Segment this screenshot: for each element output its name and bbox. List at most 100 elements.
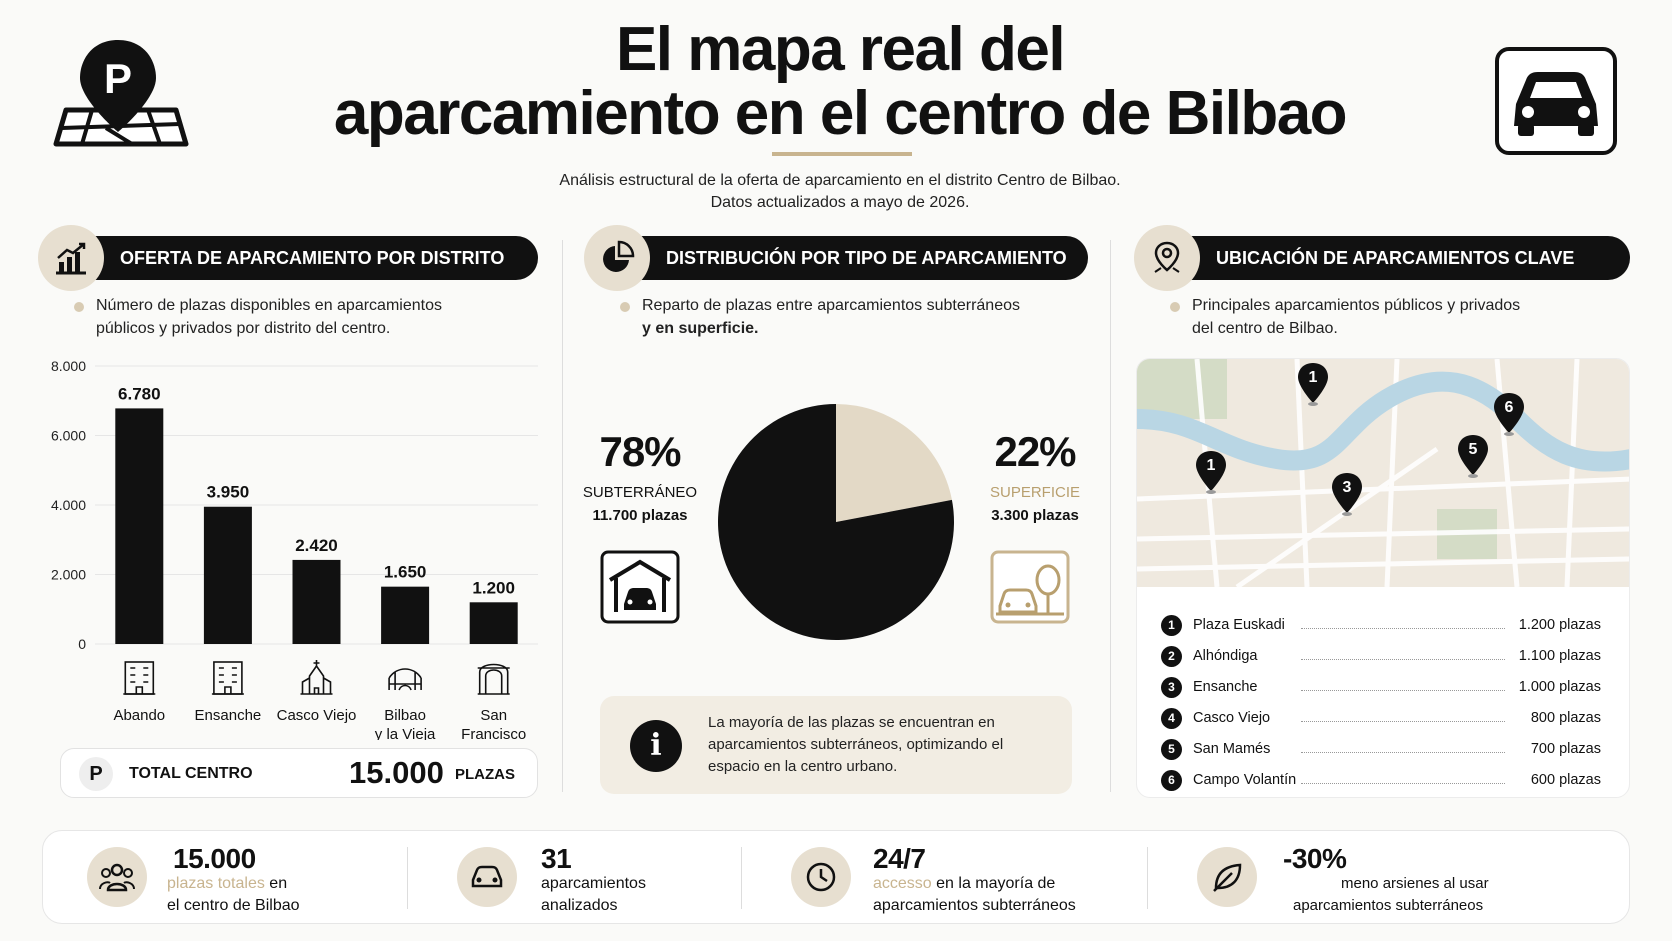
parking-name: San Mamés: [1193, 741, 1271, 757]
pie-slice-subterráneo: [718, 404, 954, 640]
dotted-leader: [1301, 721, 1505, 722]
parking-map-logo-icon: P: [52, 38, 190, 155]
building-windows: [123, 667, 156, 695]
pie-chart-icon: [584, 225, 650, 291]
dotted-leader: [1301, 783, 1505, 784]
parking-list-row[interactable]: 4 Casco Viejo 800 plazas: [1161, 706, 1601, 730]
info-line-1: La mayoría de las plazas se encuentran e…: [708, 714, 995, 731]
people-icon: [87, 847, 147, 907]
parking-name: Ensanche: [1193, 679, 1258, 695]
arch-icon: [477, 663, 510, 695]
map-pin-shadow: [1206, 490, 1216, 494]
subtitle-line-2: Datos actualizados a mayo de 2026.: [710, 194, 970, 211]
parking-number-badge: 3: [1161, 677, 1182, 698]
kpi-count-text-a: aparcamientos: [541, 875, 646, 892]
bar-value-label: 3.950: [207, 483, 250, 502]
surface-count: 3.300 plazas: [991, 507, 1079, 524]
bridge-icon: [388, 668, 422, 691]
y-tick-label: 4.000: [51, 497, 86, 513]
clock-icon: [791, 847, 851, 907]
info-icon: i: [630, 720, 682, 772]
underground-stat: 78% SUBTERRÁNEO 11.700 plazas: [580, 428, 700, 524]
parking-list-row[interactable]: 3 Ensanche 1.000 plazas: [1161, 675, 1601, 699]
kpi-divider-1: [407, 847, 408, 909]
kpi-emissions-text-b: aparcamientos subterráneos: [1293, 897, 1484, 914]
kpi-emissions-value: -30%: [1283, 843, 1347, 874]
title-line-2: aparcamiento en el centro de Bilbao: [333, 79, 1348, 148]
map-pin-icon: [1196, 451, 1226, 491]
location-description: Principales aparcamientos públicos y pri…: [1192, 294, 1520, 340]
pie-slice-superficie: [836, 404, 952, 522]
map-pin-shadow: [1308, 402, 1318, 406]
category-label: Ensanche: [195, 707, 262, 724]
kpi-count-text-b: analizados: [541, 897, 618, 914]
map-pin-shadow: [1504, 432, 1514, 436]
parking-name: Campo Volantín: [1193, 772, 1297, 788]
map-marker[interactable]: 1: [1298, 363, 1328, 406]
info-line-2: aparcamientos subterráneos, optimizando …: [708, 736, 1004, 753]
kpi-total-text: plazas totales en el centro de Bilbao: [167, 873, 300, 917]
type-desc-line-1: Reparto de plazas entre aparcamientos su…: [642, 297, 1020, 314]
total-value: 15.000: [349, 755, 444, 790]
map-marker[interactable]: 3: [1332, 473, 1362, 516]
parking-number-badge: 6: [1161, 770, 1182, 791]
info-box: i La mayoría de las plazas se encuentran…: [600, 696, 1072, 794]
map-marker[interactable]: 1: [1196, 451, 1226, 494]
location-section-title: UBICACIÓN DE APARCAMIENTOS CLAVE: [1216, 248, 1575, 268]
map-marker[interactable]: 6: [1494, 393, 1524, 436]
district-desc-bullet: [74, 302, 84, 312]
total-center-box: P TOTAL CENTRO 15.000 PLAZAS: [60, 748, 538, 798]
category-label: San: [480, 707, 507, 724]
parking-spaces: 600 plazas: [1530, 772, 1601, 788]
building-outline: [124, 661, 155, 695]
building-icon: [123, 661, 156, 695]
section-divider-1: [562, 240, 563, 792]
kpi-hours-value: 24/7: [873, 843, 926, 874]
map-marker-number: 1: [1309, 369, 1318, 386]
district-section-title: OFERTA DE APARCAMIENTO POR DISTRITO: [120, 248, 505, 268]
map-pin-icon: [1494, 393, 1524, 433]
type-section-header: DISTRIBUCIÓN POR TIPO DE APARCAMIENTO: [586, 236, 1088, 280]
kpi-count-text: aparcamientos analizados: [541, 873, 646, 917]
surface-parking-icon: [990, 550, 1070, 629]
dotted-leader: [1301, 752, 1505, 753]
title-line-1: El mapa real del: [615, 15, 1066, 84]
bar-value-label: 6.780: [118, 384, 161, 403]
parking-spaces: 800 plazas: [1530, 710, 1601, 726]
category-label: y la Vieja: [375, 726, 436, 740]
subtitle-line-1: Análisis estructural de la oferta de apa…: [559, 172, 1121, 189]
parking-name: Alhóndiga: [1193, 648, 1258, 664]
bar: [469, 602, 518, 644]
type-section-title: DISTRIBUCIÓN POR TIPO DE APARCAMIENTO: [666, 248, 1067, 268]
type-description: Reparto de plazas entre aparcamientos su…: [642, 294, 1020, 340]
parking-list-row[interactable]: 6 Campo Volantín 600 plazas: [1161, 768, 1601, 792]
map-marker[interactable]: 5: [1458, 435, 1488, 478]
parking-spaces: 700 plazas: [1530, 741, 1601, 757]
kpi-divider-2: [741, 847, 742, 909]
page-title: El mapa real del aparcamiento en el cent…: [300, 18, 1380, 146]
location-desc-bullet: [1170, 302, 1180, 312]
parking-list-row[interactable]: 5 San Mamés 700 plazas: [1161, 737, 1601, 761]
category-label: Bilbao: [384, 707, 426, 724]
location-pin-icon: [1134, 225, 1200, 291]
kpi-total-text-a: en: [264, 875, 288, 892]
location-desc-line-2: del centro de Bilbao.: [1192, 320, 1338, 337]
total-unit: PLAZAS: [455, 766, 515, 783]
parking-list-row[interactable]: 2 Alhóndiga 1.100 plazas: [1161, 644, 1601, 668]
title-underline: [772, 152, 912, 156]
underground-percent: 78%: [599, 428, 681, 475]
parking-number-badge: 4: [1161, 708, 1182, 729]
parking-number-badge: 2: [1161, 646, 1182, 667]
bar-value-label: 1.200: [472, 578, 515, 597]
city-map[interactable]: 1 6 1 5 3: [1137, 359, 1630, 590]
church-outline: [300, 660, 333, 695]
parking-list-row[interactable]: 1 Plaza Euskadi 1.200 plazas: [1161, 613, 1601, 637]
bar-value-label: 1.650: [384, 563, 427, 582]
kpi-hours-text: accesso en la mayoría de aparcamientos s…: [873, 873, 1076, 917]
y-tick-label: 6.000: [51, 428, 86, 444]
bar: [292, 559, 341, 644]
bar: [381, 586, 430, 644]
type-desc-bullet: [620, 302, 630, 312]
map-marker-number: 5: [1469, 441, 1478, 458]
category-label: Abando: [113, 707, 165, 724]
